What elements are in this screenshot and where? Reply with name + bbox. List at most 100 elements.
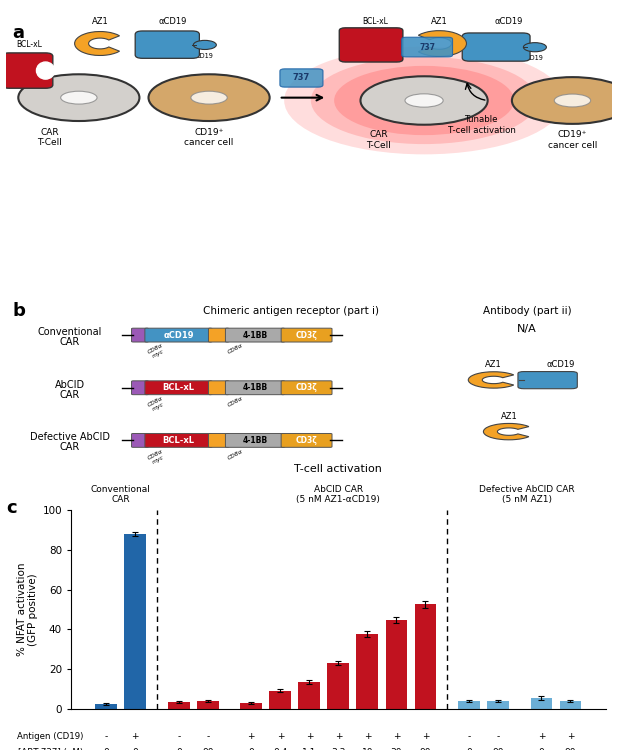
Text: 0: 0 xyxy=(538,748,544,750)
Bar xyxy=(328,663,349,709)
Text: CD19⁺: CD19⁺ xyxy=(195,128,224,136)
Wedge shape xyxy=(75,32,119,56)
Text: CD8α
myc: CD8α myc xyxy=(146,448,166,466)
FancyBboxPatch shape xyxy=(402,38,452,57)
Text: CAR: CAR xyxy=(60,442,80,452)
Text: CD3ζ: CD3ζ xyxy=(295,331,318,340)
Ellipse shape xyxy=(148,74,269,121)
FancyBboxPatch shape xyxy=(281,381,332,394)
Text: CD19⁺: CD19⁺ xyxy=(558,130,587,140)
Text: 737: 737 xyxy=(293,74,310,82)
Text: +: + xyxy=(567,732,574,741)
Text: CAR: CAR xyxy=(40,128,59,136)
Ellipse shape xyxy=(193,40,216,50)
Text: Defective AbCID CAR
(5 nM AZ1): Defective AbCID CAR (5 nM AZ1) xyxy=(479,484,575,504)
Ellipse shape xyxy=(311,57,537,144)
Ellipse shape xyxy=(360,76,488,125)
Text: Chimeric antigen receptor (part i): Chimeric antigen receptor (part i) xyxy=(203,306,379,316)
Text: CD8α: CD8α xyxy=(227,343,243,355)
Text: 0: 0 xyxy=(248,748,254,750)
Text: 0: 0 xyxy=(103,748,109,750)
Text: N/A: N/A xyxy=(517,324,537,334)
Text: T-cell activation: T-cell activation xyxy=(294,464,383,474)
Text: +: + xyxy=(305,732,313,741)
Text: αCD19: αCD19 xyxy=(163,331,193,340)
Text: +: + xyxy=(132,732,139,741)
Text: CD8α
myc: CD8α myc xyxy=(146,396,166,413)
FancyBboxPatch shape xyxy=(145,381,212,394)
Text: CD8α
myc: CD8α myc xyxy=(146,343,166,361)
Ellipse shape xyxy=(554,94,591,107)
Text: -: - xyxy=(496,732,499,741)
Text: c: c xyxy=(6,499,17,517)
Text: -: - xyxy=(206,732,210,741)
Text: αCD19: αCD19 xyxy=(546,360,575,369)
Ellipse shape xyxy=(523,43,546,52)
Text: CAR: CAR xyxy=(60,389,80,400)
FancyBboxPatch shape xyxy=(135,31,200,58)
Text: +: + xyxy=(277,732,284,741)
Text: 737: 737 xyxy=(419,43,435,52)
Bar xyxy=(458,700,480,709)
Text: T-Cell: T-Cell xyxy=(37,138,62,147)
Text: -: - xyxy=(467,732,470,741)
Text: AbCID CAR
(5 nM AZ1-αCD19): AbCID CAR (5 nM AZ1-αCD19) xyxy=(297,484,380,504)
Text: 90: 90 xyxy=(565,748,576,750)
Ellipse shape xyxy=(36,62,54,80)
Text: 90: 90 xyxy=(492,748,504,750)
FancyBboxPatch shape xyxy=(132,328,148,342)
Bar xyxy=(124,534,146,709)
Bar xyxy=(559,700,582,709)
Text: CD19: CD19 xyxy=(526,55,544,61)
Text: CD8α: CD8α xyxy=(227,396,243,408)
Text: +: + xyxy=(334,732,342,741)
FancyBboxPatch shape xyxy=(208,381,229,394)
Ellipse shape xyxy=(334,66,514,135)
Text: CD19: CD19 xyxy=(196,53,214,59)
Text: b: b xyxy=(12,302,25,320)
Text: 90: 90 xyxy=(420,748,431,750)
Ellipse shape xyxy=(61,92,97,104)
FancyBboxPatch shape xyxy=(145,328,212,342)
Text: CAR: CAR xyxy=(60,337,80,347)
Text: BCL-xL: BCL-xL xyxy=(163,436,195,445)
Bar xyxy=(386,620,407,709)
Ellipse shape xyxy=(512,77,618,124)
Text: 4-1BB: 4-1BB xyxy=(242,331,268,340)
Text: Tunable: Tunable xyxy=(465,115,498,124)
FancyBboxPatch shape xyxy=(280,69,323,87)
Text: cancer cell: cancer cell xyxy=(548,141,597,150)
Ellipse shape xyxy=(19,74,140,121)
Text: αCD19: αCD19 xyxy=(159,17,187,26)
FancyBboxPatch shape xyxy=(132,381,148,394)
Bar xyxy=(240,703,262,709)
Text: +: + xyxy=(248,732,255,741)
Text: Antibody (part ii): Antibody (part ii) xyxy=(483,306,572,316)
Y-axis label: % NFAT activation
(GFP positive): % NFAT activation (GFP positive) xyxy=(17,562,38,656)
Text: 0: 0 xyxy=(176,748,182,750)
Text: αCD19: αCD19 xyxy=(494,17,523,26)
Text: -: - xyxy=(177,732,180,741)
Bar xyxy=(298,682,320,709)
Text: AZ1: AZ1 xyxy=(485,360,502,369)
Text: +: + xyxy=(392,732,400,741)
Text: AbCID: AbCID xyxy=(55,380,85,390)
Text: CAR: CAR xyxy=(370,130,388,140)
Bar xyxy=(415,604,436,709)
FancyBboxPatch shape xyxy=(208,328,229,342)
FancyBboxPatch shape xyxy=(339,28,403,62)
Text: CD8α: CD8α xyxy=(227,448,243,460)
Ellipse shape xyxy=(191,92,227,104)
Text: 30: 30 xyxy=(391,748,402,750)
Text: 90: 90 xyxy=(202,748,214,750)
Text: Conventional: Conventional xyxy=(38,327,102,338)
Text: BCL-xL: BCL-xL xyxy=(16,40,42,50)
Text: AZ1: AZ1 xyxy=(431,17,447,26)
Text: [ABT-737] (nM): [ABT-737] (nM) xyxy=(18,748,83,750)
Text: AZ1: AZ1 xyxy=(501,412,517,421)
Text: 1.1: 1.1 xyxy=(302,748,316,750)
Bar xyxy=(269,691,291,709)
Text: 0: 0 xyxy=(132,748,138,750)
Text: +: + xyxy=(421,732,429,741)
Text: -: - xyxy=(104,732,108,741)
